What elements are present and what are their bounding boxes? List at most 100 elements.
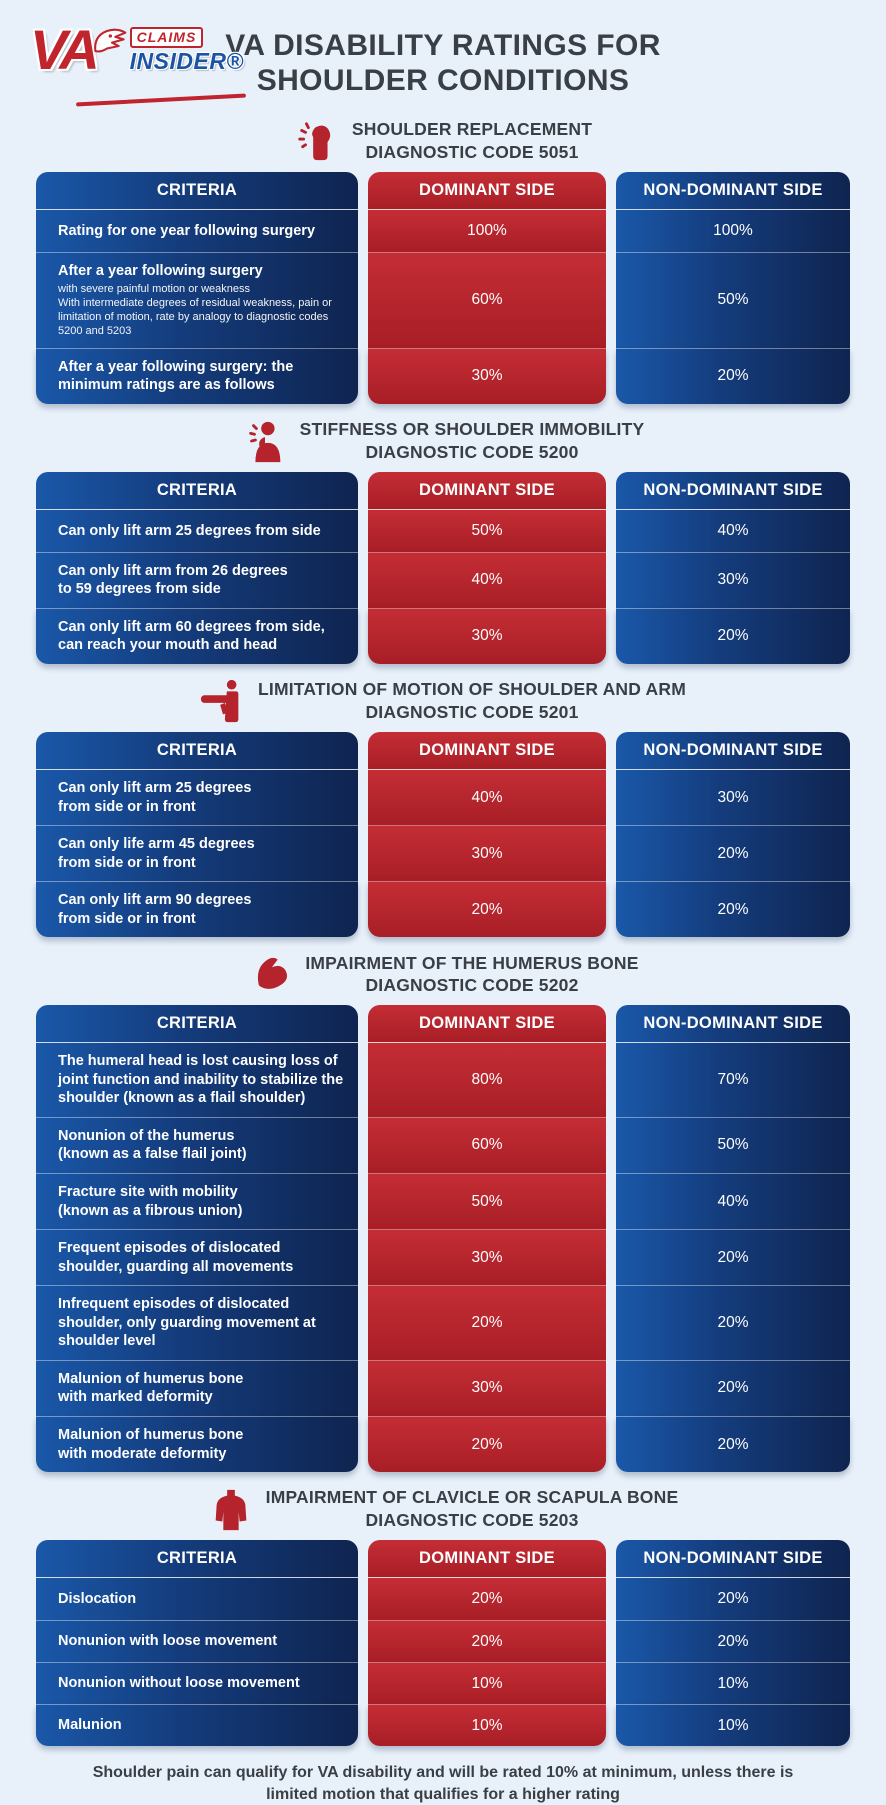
section-title: IMPAIRMENT OF THE HUMERUS BONE	[305, 952, 639, 973]
criteria-cell: Malunion of humerus bone with moderate d…	[36, 1415, 358, 1473]
dominant-rating-cell: 50%	[368, 1173, 606, 1230]
non-dominant-rating-cell: 20%	[616, 1229, 850, 1286]
arm-extended-icon	[200, 678, 246, 724]
dominant-rating-cell: 30%	[368, 1359, 606, 1416]
non-dominant-rating-cell: 20%	[616, 1285, 850, 1360]
shoulder-pain-icon	[242, 418, 288, 464]
column-header-non-dominant: NON-DOMINANT SIDE	[616, 172, 850, 210]
non-dominant-rating-cell: 40%	[616, 1173, 850, 1230]
non-dominant-rating-cell: 20%	[616, 881, 850, 938]
non-dominant-rating-cell: 20%	[616, 1359, 850, 1416]
non-dominant-rating-cell: 70%	[616, 1043, 850, 1117]
section-title: IMPAIRMENT OF CLAVICLE OR SCAPULA BONE	[265, 1487, 679, 1508]
criteria-cell: Infrequent episodes of dislocated should…	[36, 1285, 358, 1360]
section-title: STIFFNESS OR SHOULDER IMMOBILITY	[299, 419, 645, 440]
dominant-rating-cell: 30%	[368, 825, 606, 882]
criteria-cell: Frequent episodes of dislocated shoulder…	[36, 1229, 358, 1286]
criteria-cell: Dislocation	[36, 1578, 358, 1621]
criteria-cell: Nonunion with loose movement	[36, 1620, 358, 1663]
section-code: DIAGNOSTIC CODE 5201	[365, 702, 579, 723]
dominant-rating-cell: 20%	[368, 1620, 606, 1663]
dominant-rating-cell: 40%	[368, 551, 606, 608]
criteria-cell: Can only life arm 45 degrees from side o…	[36, 825, 358, 882]
column-header-dominant: DOMINANT SIDE	[368, 172, 606, 210]
dominant-rating-cell: 10%	[368, 1662, 606, 1705]
section-title: SHOULDER REPLACEMENT	[351, 119, 593, 140]
criteria-cell: After a year following surgery with seve…	[36, 252, 358, 348]
criteria-cell: Can only lift arm 25 degrees from side	[36, 509, 358, 552]
criteria-subtext: With intermediate degrees of residual we…	[58, 296, 332, 338]
section-code: DIAGNOSTIC CODE 5203	[365, 1510, 579, 1531]
ratings-table-5202: CRITERIA DOMINANT SIDE NON-DOMINANT SIDE…	[36, 1005, 850, 1473]
non-dominant-rating-cell: 30%	[616, 770, 850, 826]
non-dominant-rating-cell: 50%	[616, 252, 850, 348]
shoulder-replacement-icon	[294, 118, 340, 164]
dominant-rating-cell: 30%	[368, 607, 606, 665]
criteria-cell: Rating for one year following surgery	[36, 210, 358, 252]
criteria-cell: Nonunion of the humerus (known as a fals…	[36, 1116, 358, 1174]
section-heading-5201: LIMITATION OF MOTION OF SHOULDER AND ARM…	[0, 678, 886, 724]
dominant-rating-cell: 80%	[368, 1043, 606, 1117]
logo-insider-text: INSIDER®	[129, 47, 244, 74]
column-header-non-dominant: NON-DOMINANT SIDE	[616, 1005, 850, 1044]
non-dominant-rating-cell: 20%	[616, 607, 850, 665]
non-dominant-rating-cell: 20%	[616, 1578, 850, 1621]
dominant-rating-cell: 10%	[368, 1704, 606, 1747]
column-header-dominant: DOMINANT SIDE	[368, 471, 606, 510]
criteria-cell: Malunion	[36, 1704, 358, 1747]
ratings-table-5051: CRITERIA DOMINANT SIDE NON-DOMINANT SIDE…	[36, 172, 850, 404]
criteria-cell: Fracture site with mobility (known as a …	[36, 1173, 358, 1230]
column-header-dominant: DOMINANT SIDE	[368, 1005, 606, 1044]
criteria-cell: Can only lift arm 25 degrees from side o…	[36, 770, 358, 826]
non-dominant-rating-cell: 20%	[616, 347, 850, 404]
page-title-line2: SHOULDER CONDITIONS	[256, 64, 630, 98]
footer-note: Shoulder pain can qualify for VA disabil…	[92, 1764, 794, 1803]
bicep-icon	[247, 951, 293, 997]
non-dominant-rating-cell: 10%	[616, 1704, 850, 1747]
logo-va-text: VA	[30, 18, 100, 81]
column-header-non-dominant: NON-DOMINANT SIDE	[616, 1540, 850, 1579]
dominant-rating-cell: 50%	[368, 509, 606, 552]
column-header-criteria: CRITERIA	[36, 1540, 358, 1579]
section-heading-5203: IMPAIRMENT OF CLAVICLE OR SCAPULA BONE D…	[0, 1486, 886, 1532]
criteria-cell: Can only lift arm 90 degrees from side o…	[36, 881, 358, 938]
column-header-criteria: CRITERIA	[36, 732, 358, 771]
non-dominant-rating-cell: 20%	[616, 1415, 850, 1473]
section-heading-5051: SHOULDER REPLACEMENT DIAGNOSTIC CODE 505…	[0, 118, 886, 164]
column-header-dominant: DOMINANT SIDE	[368, 1540, 606, 1579]
page-header: VA CLAIMS INSIDER® VA DISABILITY RATINGS…	[0, 0, 886, 107]
page-title-line1: VA DISABILITY RATINGS FOR	[225, 29, 661, 62]
section-code: DIAGNOSTIC CODE 5051	[365, 142, 579, 162]
non-dominant-rating-cell: 20%	[616, 1620, 850, 1663]
column-header-non-dominant: NON-DOMINANT SIDE	[616, 471, 850, 510]
logo-claims-text: CLAIMS	[129, 27, 204, 48]
column-header-criteria: CRITERIA	[36, 471, 358, 510]
criteria-cell: Malunion of humerus bone with marked def…	[36, 1359, 358, 1416]
dominant-rating-cell: 20%	[368, 881, 606, 938]
column-header-criteria: CRITERIA	[36, 172, 358, 210]
dominant-rating-cell: 20%	[368, 1285, 606, 1360]
eagle-icon	[93, 28, 127, 53]
torso-icon	[208, 1486, 254, 1532]
section-heading-5200: STIFFNESS OR SHOULDER IMMOBILITY DIAGNOS…	[0, 418, 886, 464]
dominant-rating-cell: 40%	[368, 770, 606, 826]
column-header-non-dominant: NON-DOMINANT SIDE	[616, 732, 850, 771]
section-heading-5202: IMPAIRMENT OF THE HUMERUS BONE DIAGNOSTI…	[0, 951, 886, 997]
dominant-rating-cell: 100%	[368, 210, 606, 252]
section-code: DIAGNOSTIC CODE 5200	[365, 441, 579, 462]
criteria-cell: Can only lift arm 60 degrees from side, …	[36, 607, 358, 665]
section-title: LIMITATION OF MOTION OF SHOULDER AND ARM	[258, 679, 686, 700]
non-dominant-rating-cell: 40%	[616, 509, 850, 552]
dominant-rating-cell: 20%	[368, 1578, 606, 1621]
non-dominant-rating-cell: 100%	[616, 210, 850, 252]
dominant-rating-cell: 30%	[368, 347, 606, 404]
non-dominant-rating-cell: 30%	[616, 551, 850, 608]
non-dominant-rating-cell: 20%	[616, 825, 850, 882]
criteria-cell: The humeral head is lost causing loss of…	[36, 1043, 358, 1117]
dominant-rating-cell: 20%	[368, 1415, 606, 1473]
non-dominant-rating-cell: 50%	[616, 1116, 850, 1174]
section-code: DIAGNOSTIC CODE 5202	[365, 975, 579, 996]
dominant-rating-cell: 60%	[368, 1116, 606, 1174]
non-dominant-rating-cell: 10%	[616, 1662, 850, 1705]
ratings-table-5201: CRITERIA DOMINANT SIDE NON-DOMINANT SIDE…	[36, 732, 850, 938]
